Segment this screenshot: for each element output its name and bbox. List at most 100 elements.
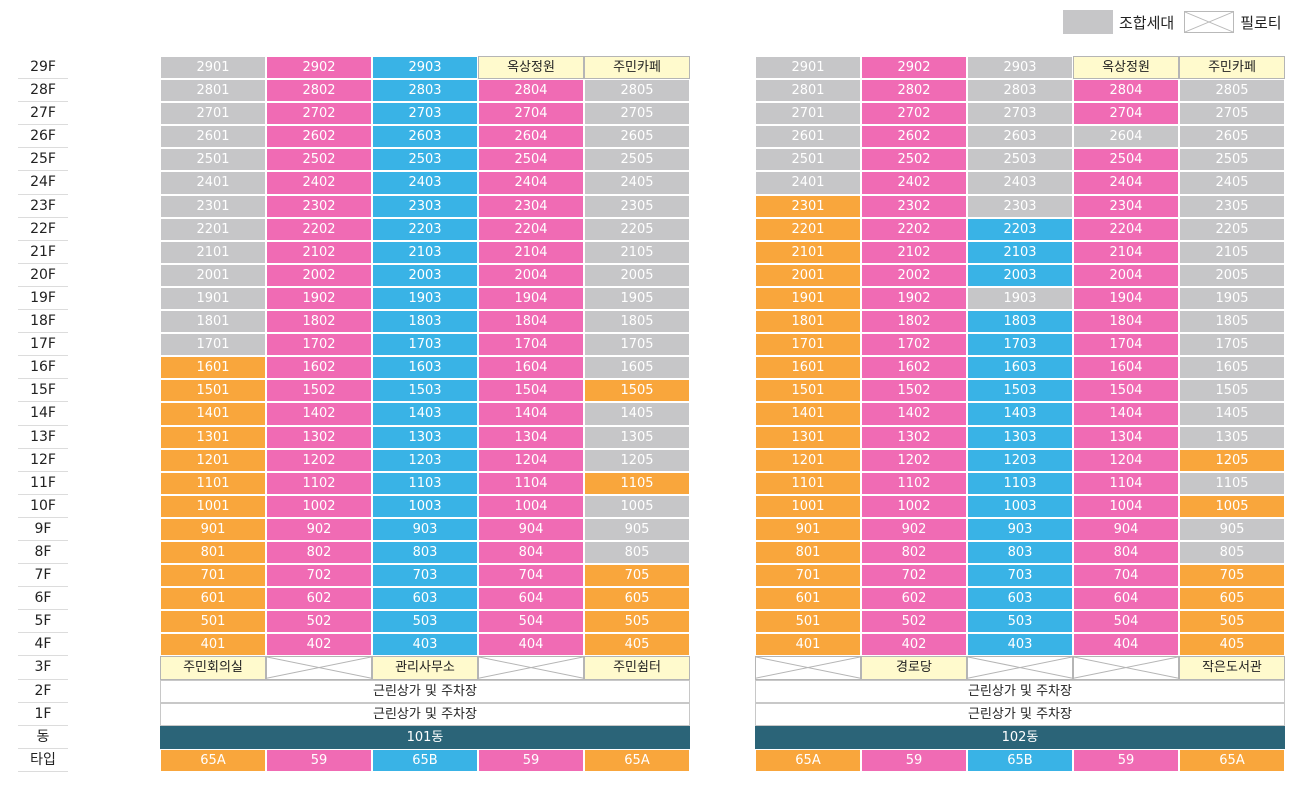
union-household-swatch — [1063, 10, 1113, 34]
unit-cell: 1505 — [1179, 379, 1285, 403]
unit-cell: 1901 — [755, 286, 861, 311]
unit-cell: 1701 — [755, 333, 861, 357]
floor-row: 2301 2302 2303 2304 2305 — [755, 194, 1285, 218]
floor-labels: 29F 28F 27F 26F 25F 24F 23F 22F 21F 20F 19F 18F 17F 1… — [18, 56, 68, 772]
floor-row: 1501 1502 1503 1504 1505 — [160, 379, 690, 403]
unit-cell: 801 — [160, 540, 266, 565]
unit-cell: 2603 — [967, 125, 1073, 149]
floor-label: 1F — [18, 703, 68, 726]
unit-cell: 1004 — [1073, 494, 1179, 518]
floor-row: 1501 1502 1503 1504 1505 — [755, 379, 1285, 403]
unit-cell: 1804 — [1073, 310, 1179, 334]
unit-cell: 1405 — [1179, 402, 1285, 426]
unit-cell: 1604 — [1073, 356, 1179, 380]
unit-cell: 2901 — [160, 56, 266, 80]
unit-cell: 2203 — [967, 217, 1073, 241]
unit-cell: 903 — [967, 517, 1073, 541]
unit-cell: 2305 — [1179, 194, 1285, 218]
unit-cell: 1504 — [478, 379, 584, 403]
unit-cell: 2203 — [372, 217, 478, 241]
floor-label: 28F — [18, 79, 68, 103]
unit-cell: 2101 — [755, 240, 861, 264]
unit-cell: 1003 — [967, 494, 1073, 518]
floor-row: 701 702 703 704 705 — [160, 564, 690, 588]
unit-cell: 1801 — [160, 310, 266, 334]
type-cell: 65B — [967, 748, 1073, 772]
floor-label: 7F — [18, 564, 68, 588]
unit-cell: 704 — [478, 564, 584, 588]
type-cell: 65B — [372, 748, 478, 772]
unit-cell: 1601 — [755, 356, 861, 380]
floor-row: 401 402 403 404 405 — [755, 633, 1285, 657]
unit-cell: 2801 — [160, 79, 266, 103]
unit-cell: 2704 — [478, 102, 584, 126]
floor-row: 2701 2702 2703 2704 2705 — [755, 102, 1285, 126]
floor-row: 2301 2302 2303 2304 2305 — [160, 194, 690, 218]
type-row: 65A 59 65B 59 65A — [160, 748, 690, 772]
unit-cell: 2901 — [755, 56, 861, 80]
unit-cell: 1005 — [1179, 494, 1285, 518]
unit-cell: 605 — [1179, 587, 1285, 611]
unit-cell: 2505 — [584, 148, 690, 172]
unit-cell: 2701 — [755, 102, 861, 126]
unit-cell: 1703 — [372, 333, 478, 357]
type-cell: 59 — [1073, 748, 1179, 772]
piloti-cell — [967, 656, 1073, 680]
floor-label: 17F — [18, 333, 68, 357]
unit-cell: 2704 — [1073, 102, 1179, 126]
unit-cell: 2305 — [584, 194, 690, 218]
floor-label: 타입 — [18, 749, 68, 772]
unit-cell: 504 — [478, 610, 584, 634]
unit-cell: 1104 — [478, 471, 584, 495]
floor-row: 2001 2002 2003 2004 2005 — [160, 263, 690, 287]
unit-cell: 2301 — [160, 194, 266, 218]
unit-cell: 1804 — [478, 310, 584, 334]
unit-cell: 2101 — [160, 240, 266, 264]
floor-label: 19F — [18, 287, 68, 311]
unit-cell: 2103 — [372, 240, 478, 264]
unit-cell: 2102 — [861, 240, 967, 264]
floor-row: 1601 1602 1603 1604 1605 — [755, 356, 1285, 380]
floor-row: 2901 2902 2903 옥상정원 주민카페 — [160, 56, 690, 80]
unit-cell: 805 — [584, 540, 690, 565]
unit-cell: 1502 — [266, 379, 372, 403]
floor-row: 701 702 703 704 705 — [755, 564, 1285, 588]
unit-cell: 901 — [755, 517, 861, 541]
unit-cell: 1203 — [372, 448, 478, 472]
unit-cell: 2304 — [1073, 194, 1179, 218]
floor-row: 801 802 803 804 805 — [755, 540, 1285, 565]
unit-cell: 1901 — [160, 286, 266, 311]
unit-cell: 2104 — [1073, 240, 1179, 264]
unit-cell: 1603 — [967, 356, 1073, 380]
unit-cell: 601 — [160, 587, 266, 611]
floor-row: 2501 2502 2503 2504 2505 — [160, 148, 690, 172]
unit-cell: 901 — [160, 517, 266, 541]
unit-cell: 402 — [861, 633, 967, 657]
piloti-label: 필로티 — [1240, 13, 1282, 32]
unit-cell: 1605 — [584, 356, 690, 380]
floor-label: 29F — [18, 56, 68, 80]
floor-row: 501 502 503 504 505 — [755, 610, 1285, 634]
unit-cell: 1502 — [861, 379, 967, 403]
floor-row: 2801 2802 2803 2804 2805 — [160, 79, 690, 103]
unit-cell: 2601 — [755, 125, 861, 149]
unit-cell: 1101 — [755, 471, 861, 495]
unit-cell: 2502 — [266, 148, 372, 172]
unit-cell: 1001 — [160, 494, 266, 518]
piloti-cell — [478, 656, 584, 680]
unit-cell: 701 — [160, 564, 266, 588]
unit-cell: 2902 — [861, 56, 967, 80]
unit-cell: 2005 — [584, 263, 690, 287]
unit-cell: 501 — [755, 610, 861, 634]
unit-cell: 905 — [584, 517, 690, 541]
unit-cell: 2301 — [755, 194, 861, 218]
facility-cell: 주민카페 — [1179, 56, 1285, 80]
unit-cell: 2002 — [861, 263, 967, 287]
unit-cell: 2702 — [861, 102, 967, 126]
unit-cell: 503 — [967, 610, 1073, 634]
piloti-swatch — [1184, 11, 1235, 33]
unit-cell: 701 — [755, 564, 861, 588]
type-cell: 65A — [584, 748, 690, 772]
floor-row: 주민회의실 관리사무소 주민쉼터 — [160, 656, 690, 680]
unit-cell: 503 — [372, 610, 478, 634]
